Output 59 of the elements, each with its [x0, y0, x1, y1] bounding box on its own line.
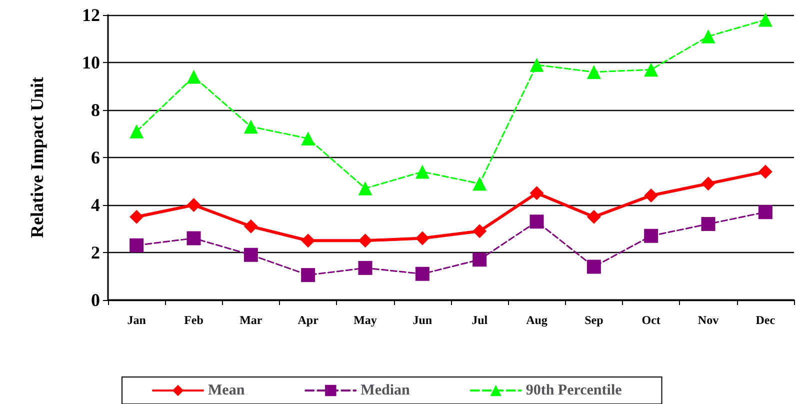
point	[415, 231, 430, 246]
point	[472, 252, 487, 267]
y-tick-label: 12	[82, 5, 100, 25]
x-tick-label: Jun	[412, 313, 432, 327]
x-tick-label: Sep	[584, 313, 604, 327]
point	[301, 234, 316, 248]
x-tick-label: Feb	[184, 313, 204, 327]
x-tick-label: Dec	[756, 313, 776, 327]
legend-label: 90th Percentile	[526, 382, 622, 398]
y-tick-label: 4	[91, 195, 100, 215]
point	[472, 176, 487, 191]
point	[244, 219, 258, 234]
y-tick-label: 0	[91, 290, 100, 310]
point	[644, 188, 658, 202]
point	[701, 217, 716, 231]
point	[415, 266, 430, 281]
y-axis-title: Relative Impact Unit	[27, 77, 47, 238]
y-tick-label: 2	[91, 242, 100, 262]
point	[301, 132, 316, 146]
point	[586, 260, 601, 274]
x-tick-label: May	[354, 313, 377, 327]
y-tick-label: 10	[82, 52, 100, 72]
x-tick-label: Nov	[698, 313, 719, 327]
legend-label: Median	[360, 382, 410, 398]
point	[358, 181, 372, 196]
x-tick-label: Oct	[642, 313, 660, 327]
point	[301, 268, 316, 282]
x-tick-label: Aug	[526, 313, 548, 327]
x-tick-label: Jul	[472, 313, 488, 327]
point	[358, 234, 372, 248]
point	[530, 186, 544, 200]
point	[186, 198, 201, 212]
point	[130, 210, 144, 224]
point	[701, 176, 716, 191]
y-tick-label: 6	[91, 148, 100, 168]
point	[758, 205, 772, 220]
point	[530, 214, 544, 229]
point	[758, 164, 772, 179]
point	[130, 124, 144, 138]
point	[358, 260, 372, 275]
point	[586, 210, 601, 224]
point	[586, 65, 601, 79]
point	[244, 120, 258, 134]
legend-label: Mean	[208, 382, 246, 398]
y-tick-label: 8	[91, 100, 100, 120]
point	[644, 228, 658, 243]
point	[415, 164, 430, 179]
x-tick-label: Jan	[127, 313, 146, 327]
x-tick-label: Apr	[298, 313, 320, 327]
point	[758, 12, 772, 27]
point	[130, 238, 144, 252]
point	[244, 248, 258, 262]
point	[186, 231, 201, 246]
point	[530, 58, 544, 72]
point	[644, 62, 658, 77]
x-tick-label: Mar	[240, 313, 263, 327]
point	[186, 70, 201, 84]
point	[701, 29, 716, 44]
point	[472, 224, 487, 238]
